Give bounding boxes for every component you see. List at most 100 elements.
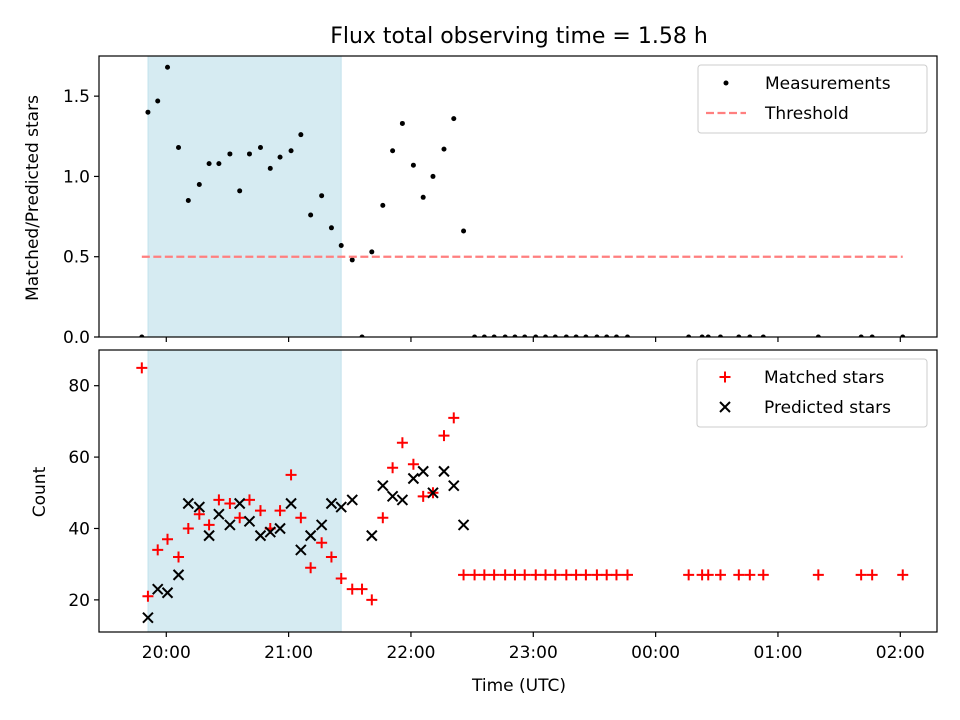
top-y-tick-label: 0.5: [63, 248, 90, 268]
bottom-predicted-point: [304, 529, 317, 542]
bottom-matched-point: [316, 537, 328, 549]
top-point: [461, 228, 467, 234]
bottom-legend-x-handle: [719, 401, 731, 413]
bottom-matched-point: [254, 505, 266, 517]
top-point: [216, 161, 222, 167]
top-point: [328, 225, 334, 231]
bottom-matched-point: [499, 569, 511, 581]
top-point: [583, 334, 589, 337]
bottom-matched-point: [213, 494, 225, 506]
top-point: [451, 116, 457, 122]
top-y-axis-label: Matched/Predicted stars: [23, 95, 43, 301]
bottom-predicted-point: [295, 544, 307, 556]
top-point: [155, 98, 161, 104]
bottom-predicted-point: [161, 587, 174, 599]
top-point: [338, 242, 344, 248]
bottom-predicted-point: [203, 529, 215, 542]
top-point: [349, 257, 355, 263]
bottom-matched-point: [285, 469, 297, 481]
top-point: [705, 334, 711, 337]
bottom-marks: [136, 362, 909, 624]
bottom-matched-point: [234, 512, 246, 524]
bottom-x-tick-label: 00:00: [631, 643, 680, 663]
bottom-y-tick-label: 60: [68, 448, 90, 468]
top-point: [145, 109, 151, 115]
bottom-predicted-point: [193, 501, 206, 513]
top-point: [900, 334, 906, 337]
bottom-matched-point: [855, 569, 867, 581]
bottom-matched-point: [478, 569, 490, 581]
top-point: [206, 161, 212, 167]
top-point: [502, 334, 508, 337]
bottom-predicted-point: [457, 519, 470, 531]
top-y-tick-label: 1.5: [63, 87, 90, 107]
bottom-matched-point: [203, 519, 215, 531]
bottom-matched-point: [560, 569, 572, 581]
bottom-matched-point: [683, 569, 695, 581]
top-point: [563, 334, 569, 337]
top-y-tick-label: 0.0: [63, 328, 90, 348]
bottom-predicted-point: [377, 479, 389, 492]
bottom-matched-point: [866, 569, 878, 581]
bottom-matched-point: [448, 412, 460, 424]
bottom-matched-point: [142, 590, 154, 602]
bottom-predicted-point: [152, 583, 164, 595]
bottom-matched-point: [458, 569, 470, 581]
bottom-matched-point: [305, 562, 317, 574]
bottom-predicted-point: [386, 490, 399, 503]
bottom-legend-plus-handle: [719, 371, 731, 383]
bottom-predicted-point: [448, 479, 460, 492]
bottom-matched-point: [509, 569, 521, 581]
top-point: [858, 334, 864, 337]
bottom-matched-point: [438, 430, 450, 442]
bottom-x-tick-label: 20:00: [142, 643, 191, 663]
top-point: [573, 334, 579, 337]
bottom-predicted-point: [315, 519, 328, 531]
bottom-matched-point: [757, 569, 769, 581]
top-point: [319, 193, 325, 199]
top-point: [472, 334, 478, 337]
top-point: [624, 334, 630, 337]
bottom-predicted-point: [243, 515, 256, 528]
figure-title: Flux total observing time = 1.58 h: [330, 24, 708, 49]
bottom-predicted-point: [274, 522, 286, 535]
bottom-predicted-point: [407, 472, 420, 485]
top-legend: [697, 64, 928, 134]
bottom-shaded-interval: [147, 349, 342, 633]
top-point: [594, 334, 600, 337]
bottom-matched-point: [243, 494, 255, 506]
top-point: [139, 334, 145, 337]
bottom-predicted-point: [396, 494, 409, 506]
top-point: [604, 334, 610, 337]
bottom-matched-point: [580, 569, 592, 581]
top-point: [815, 334, 821, 337]
top-point: [717, 334, 723, 337]
bottom-matched-point: [601, 569, 613, 581]
top-point: [699, 334, 705, 337]
top-point: [165, 64, 171, 70]
bottom-legend: [696, 358, 928, 428]
bottom-matched-point: [714, 569, 726, 581]
bottom-matched-point: [162, 533, 174, 545]
bottom-predicted-point: [254, 529, 267, 542]
top-point: [227, 151, 233, 157]
bottom-matched-point: [897, 569, 909, 581]
top-legend-label: Threshold: [764, 104, 849, 124]
top-point: [686, 334, 692, 337]
top-point: [246, 151, 252, 157]
top-point: [176, 145, 182, 151]
top-point: [869, 334, 875, 337]
bottom-matched-point: [274, 505, 286, 517]
bottom-predicted-point: [335, 501, 347, 513]
bottom-matched-point: [488, 569, 500, 581]
top-point: [196, 181, 202, 187]
bottom-predicted-point: [182, 497, 195, 510]
bottom-matched-point: [295, 512, 307, 524]
top-point: [359, 334, 365, 337]
bottom-matched-point: [173, 551, 185, 563]
bottom-matched-point: [610, 569, 622, 581]
top-point: [481, 334, 487, 337]
top-point: [390, 148, 396, 154]
bottom-legend-label: Matched stars: [764, 368, 884, 388]
bottom-y-tick-label: 40: [68, 519, 90, 539]
